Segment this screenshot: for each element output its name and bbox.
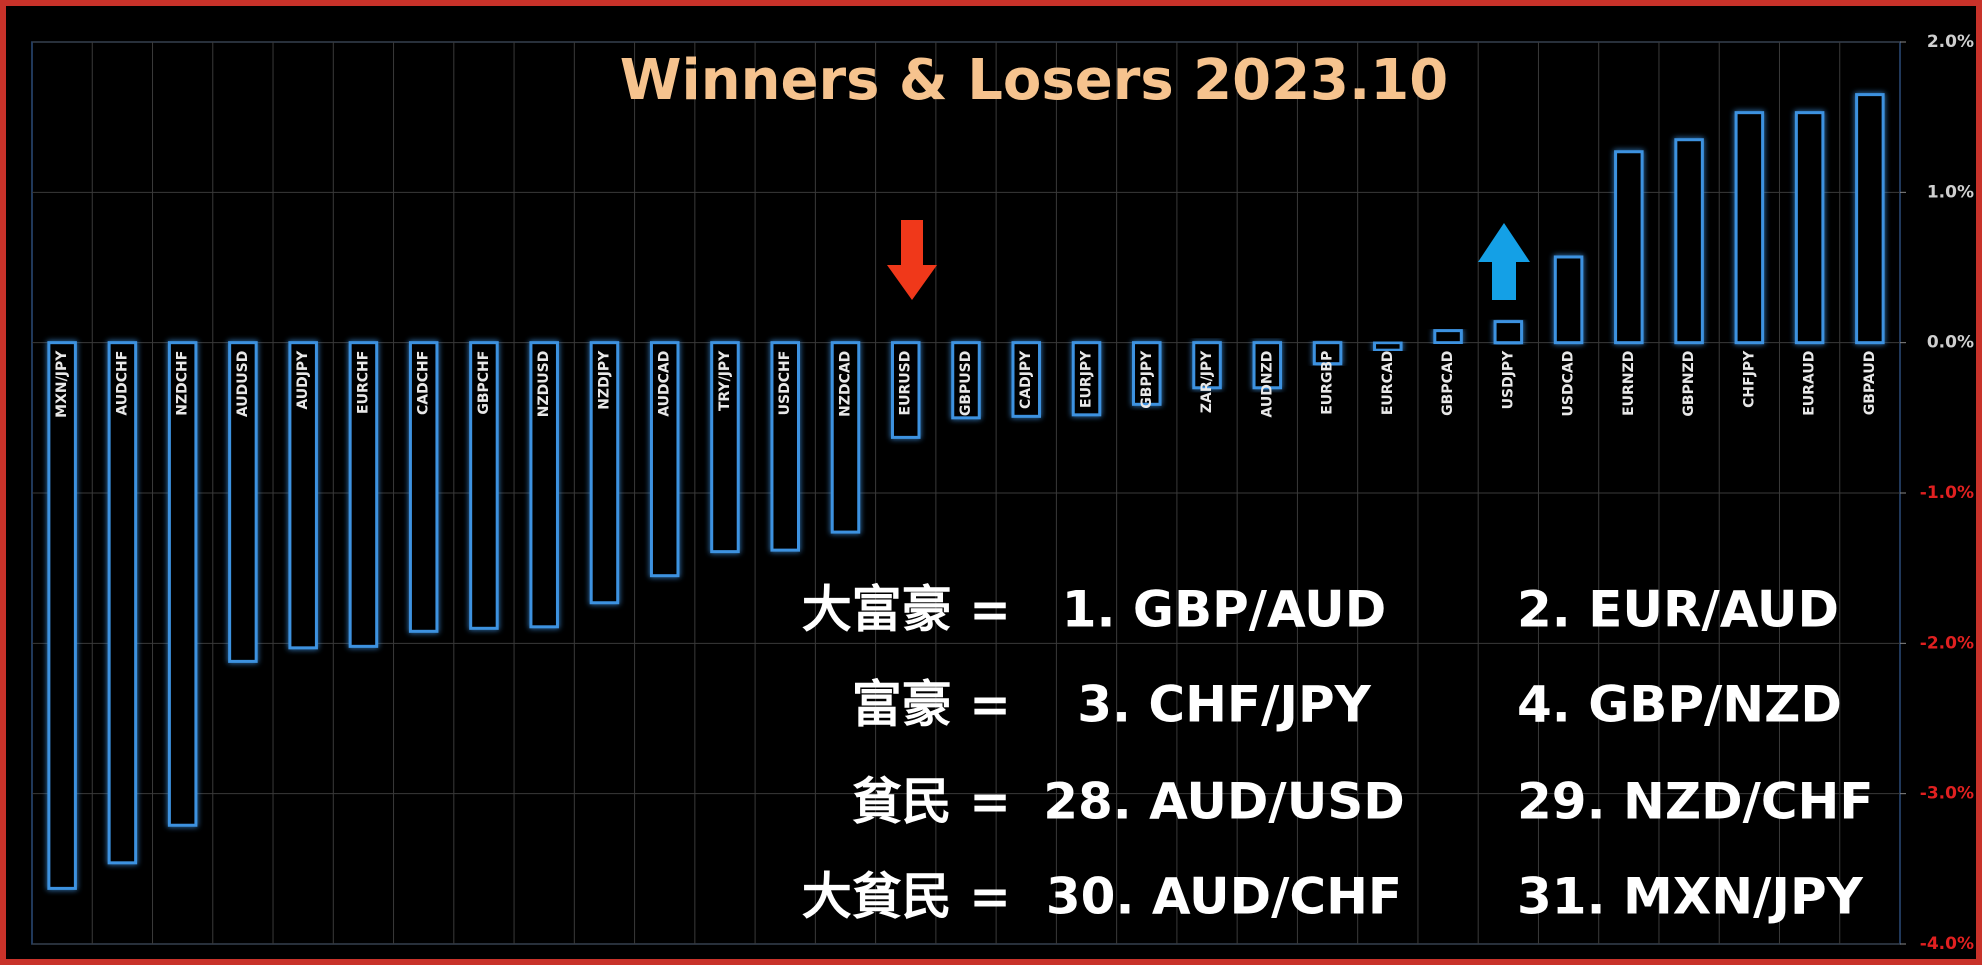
rank-pair: 29. NZD/CHF xyxy=(1517,773,1874,831)
x-tick-label: EURAUD xyxy=(1802,351,1818,416)
rank-pair: 4. GBP/NZD xyxy=(1517,676,1842,734)
rank-pair: 28. AUD/USD xyxy=(1043,773,1405,831)
x-tick-label: USDCAD xyxy=(1561,351,1577,417)
x-tick-label: EURNZD xyxy=(1621,351,1637,416)
chart-title: Winners & Losers 2023.10 xyxy=(620,48,1448,113)
x-tick-label: CADJPY xyxy=(1018,350,1034,409)
x-tick-label: EURGBP xyxy=(1320,351,1336,415)
rank-pair: 1. GBP/AUD xyxy=(1062,581,1387,639)
bar xyxy=(529,341,559,629)
x-tick-label: NZDCAD xyxy=(837,351,853,417)
x-tick-label: NZDJPY xyxy=(596,350,612,410)
bar xyxy=(1252,341,1283,390)
down-arrow xyxy=(887,220,937,300)
x-tick-label: NZDCHF xyxy=(175,351,191,416)
bar xyxy=(348,341,379,648)
bar xyxy=(1493,320,1524,345)
bar xyxy=(1614,150,1644,345)
bar xyxy=(1855,93,1885,345)
bar xyxy=(1734,111,1765,345)
y-tick-label: 0.0% xyxy=(1927,333,1974,353)
x-tick-label: GBPAUD xyxy=(1862,351,1878,416)
bar xyxy=(107,341,138,865)
x-tick-label: USDJPY xyxy=(1500,350,1516,410)
y-tick-label: -1.0% xyxy=(1920,483,1974,503)
bar xyxy=(951,341,981,420)
x-tick-label: TRY/JPY xyxy=(717,350,733,411)
x-tick-label: GBPCHF xyxy=(476,351,492,415)
x-tick-label: AUDNZD xyxy=(1259,351,1275,418)
rank-pair: 30. AUD/CHF xyxy=(1046,868,1402,926)
rank-label: 大貧民 = xyxy=(802,868,1011,926)
up-arrow xyxy=(1478,223,1530,300)
bar xyxy=(1553,255,1584,345)
bar xyxy=(589,341,620,605)
y-tick-label: -2.0% xyxy=(1920,633,1974,653)
x-tick-label: GBPCAD xyxy=(1440,351,1456,416)
bar xyxy=(1011,341,1042,418)
x-tick-label: AUDCHF xyxy=(114,351,130,416)
x-tick-label: GBPJPY xyxy=(1139,350,1155,409)
bar xyxy=(1433,329,1463,345)
y-tick-label: -4.0% xyxy=(1920,934,1974,954)
x-tick-label: GBPNZD xyxy=(1681,351,1697,417)
rank-pair: 3. CHF/JPY xyxy=(1077,676,1371,734)
bar xyxy=(890,341,921,439)
x-tick-label: NZDUSD xyxy=(536,351,552,418)
y-tick-label: 2.0% xyxy=(1927,32,1974,52)
x-tick-label: USDCHF xyxy=(777,351,793,416)
rank-pair: 31. MXN/JPY xyxy=(1517,868,1864,926)
x-tick-label: GBPUSD xyxy=(958,351,974,417)
rank-label: 貧民 = xyxy=(852,773,1011,831)
bar xyxy=(770,341,800,552)
bar xyxy=(1794,111,1825,345)
x-tick-label: AUDCAD xyxy=(657,351,673,417)
x-tick-label: CADCHF xyxy=(416,351,432,415)
bar xyxy=(1674,138,1704,345)
bar xyxy=(710,341,740,554)
bar xyxy=(167,341,198,827)
x-tick-label: EURCAD xyxy=(1380,351,1396,415)
rank-label: 富豪 = xyxy=(852,676,1011,734)
bar xyxy=(1312,341,1343,366)
bar xyxy=(469,341,499,630)
x-tick-label: EURCHF xyxy=(355,351,371,414)
bar xyxy=(408,341,439,633)
bar xyxy=(1071,341,1102,417)
x-tick-label: MXN/JPY xyxy=(54,350,70,418)
rank-pair: 2. EUR/AUD xyxy=(1517,581,1839,639)
bar xyxy=(1373,341,1403,352)
bar xyxy=(47,341,77,890)
bar xyxy=(649,341,680,578)
x-tick-label: AUDJPY xyxy=(295,350,311,410)
y-tick-label: -3.0% xyxy=(1920,784,1974,804)
bar xyxy=(228,341,258,663)
bar xyxy=(1132,341,1162,406)
plot-area xyxy=(31,41,1906,945)
x-tick-label: EURUSD xyxy=(898,351,914,416)
bar xyxy=(1192,341,1222,390)
x-tick-label: CHFJPY xyxy=(1741,350,1757,408)
x-tick-label: ZAR/JPY xyxy=(1199,350,1215,413)
rank-label: 大富豪 = xyxy=(802,581,1011,639)
bar xyxy=(288,341,318,650)
bar xyxy=(830,341,861,534)
x-tick-label: EURJPY xyxy=(1079,350,1095,408)
y-tick-label: 1.0% xyxy=(1927,182,1974,202)
x-tick-label: AUDUSD xyxy=(235,351,251,417)
